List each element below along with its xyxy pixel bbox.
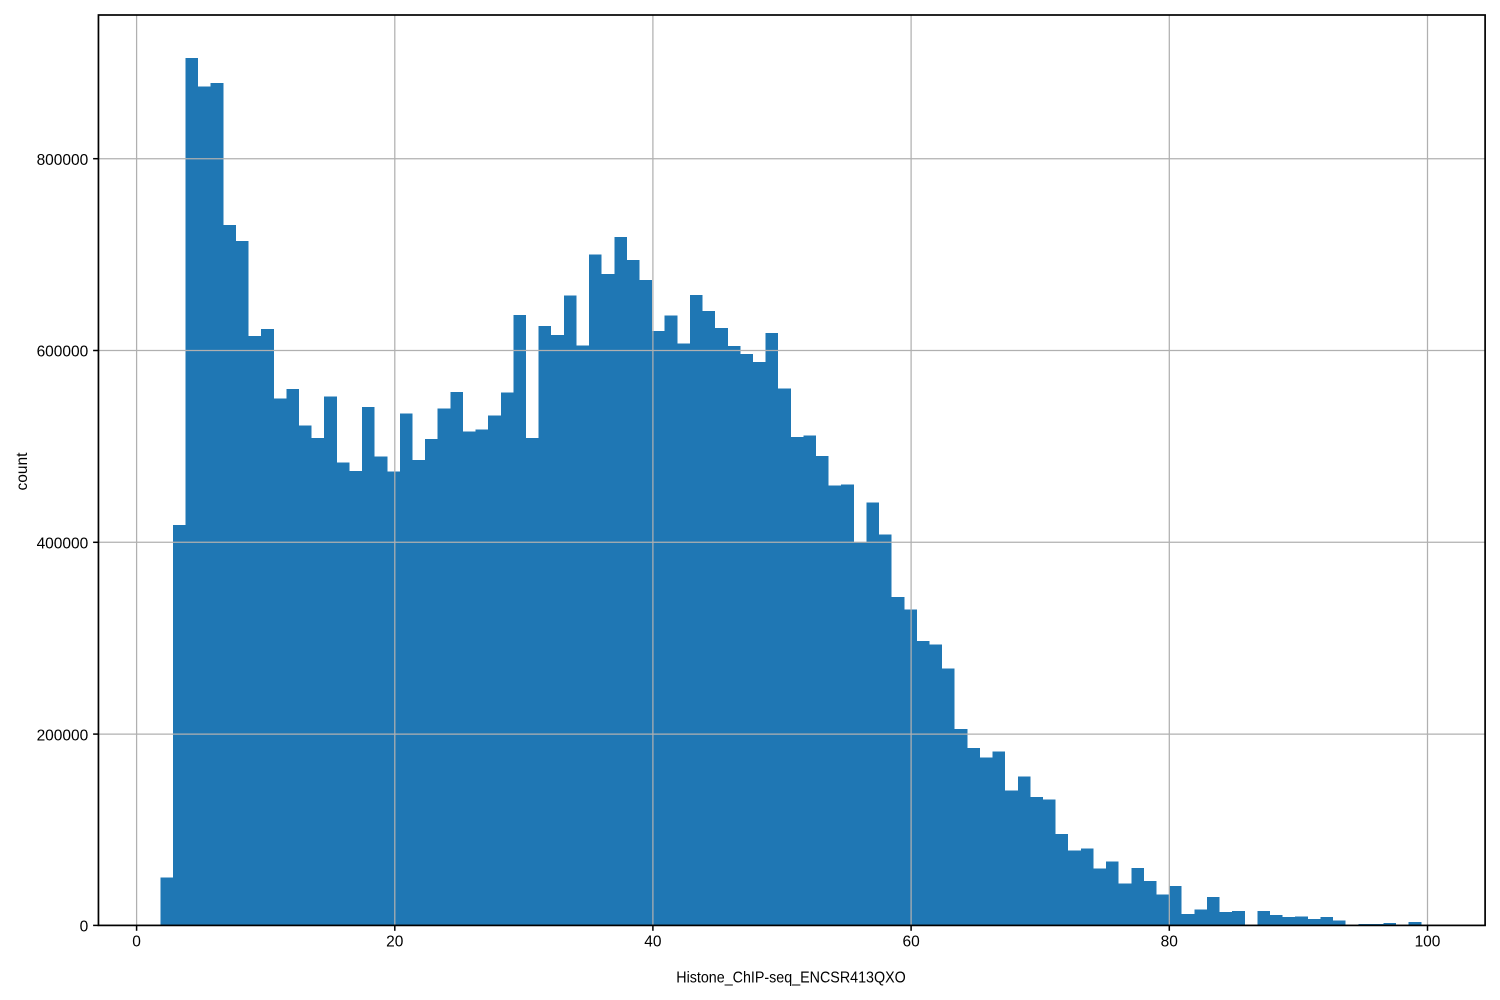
svg-text:80: 80 bbox=[1161, 934, 1179, 951]
svg-text:0: 0 bbox=[80, 919, 89, 936]
svg-text:0: 0 bbox=[132, 934, 141, 951]
svg-text:count: count bbox=[14, 452, 31, 491]
svg-text:600000: 600000 bbox=[37, 344, 89, 361]
svg-text:800000: 800000 bbox=[37, 152, 89, 169]
svg-text:400000: 400000 bbox=[37, 536, 89, 553]
svg-text:40: 40 bbox=[644, 934, 662, 951]
svg-text:100: 100 bbox=[1415, 934, 1441, 951]
svg-text:20: 20 bbox=[386, 934, 404, 951]
svg-text:60: 60 bbox=[902, 934, 920, 951]
svg-text:Histone_ChIP-seq_ENCSR413QXO: Histone_ChIP-seq_ENCSR413QXO bbox=[676, 970, 906, 987]
svg-text:200000: 200000 bbox=[37, 727, 89, 744]
